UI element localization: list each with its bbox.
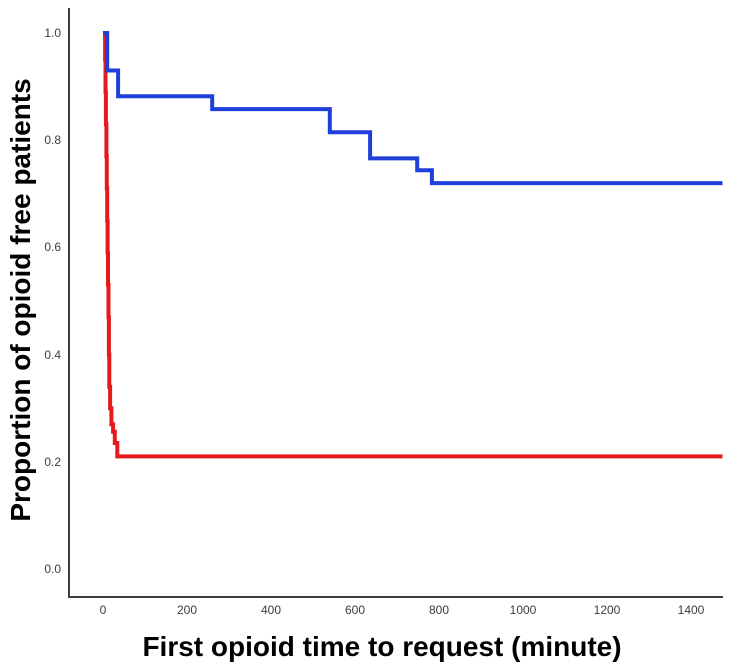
y-tick-0.0: 0.0	[44, 562, 61, 576]
y-tick-0.6: 0.6	[44, 240, 61, 254]
x-tick-1200: 1200	[594, 603, 621, 617]
blue-curve	[103, 31, 723, 186]
x-axis-title: First opioid time to request (minute)	[142, 631, 621, 662]
x-tick-800: 800	[429, 603, 449, 617]
y-tick-0.4: 0.4	[44, 348, 61, 362]
x-tick-400: 400	[261, 603, 281, 617]
x-tick-200: 200	[177, 603, 197, 617]
y-tick-0.8: 0.8	[44, 133, 61, 147]
red-curve	[103, 31, 723, 459]
x-tick-1000: 1000	[510, 603, 537, 617]
y-tick-1.0: 1.0	[44, 26, 61, 40]
x-tick-600: 600	[345, 603, 365, 617]
y-tick-0.2: 0.2	[44, 455, 61, 469]
y-axis-title: Proportion of opioid free patients	[5, 78, 36, 521]
x-tick-1400: 1400	[678, 603, 705, 617]
x-tick-0: 0	[100, 603, 107, 617]
